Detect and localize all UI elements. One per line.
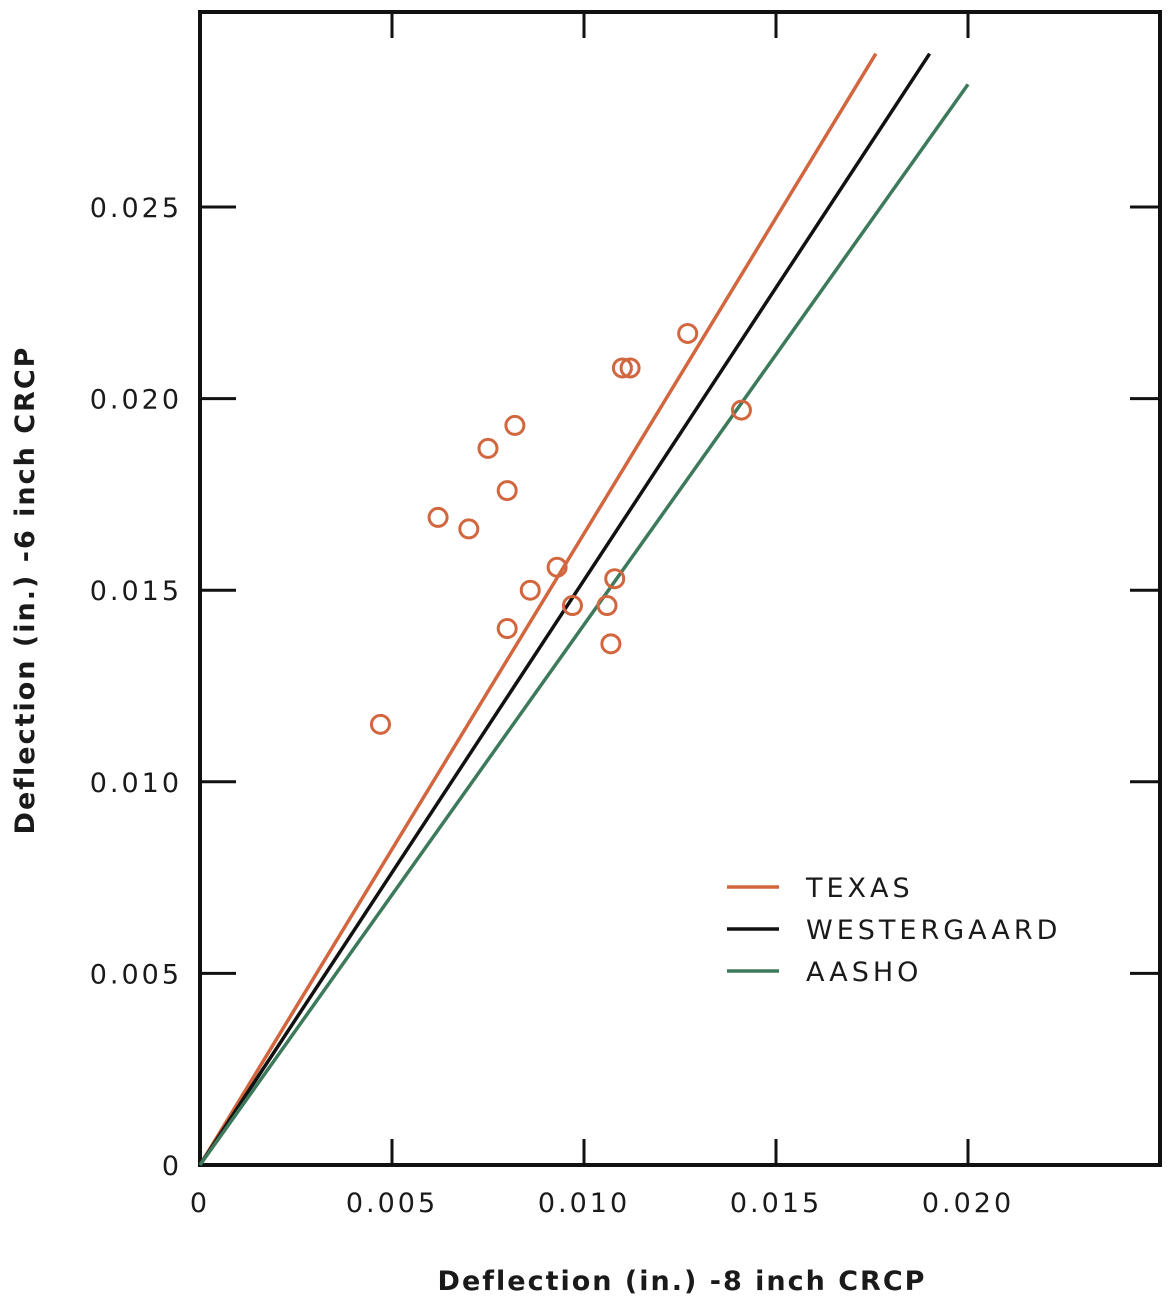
axis-ticks: [200, 12, 1160, 1165]
y-axis-title: Deflection (in.) -6 inch CRCP: [10, 346, 41, 835]
legend-label-aasho: AASHO: [806, 957, 922, 988]
data-point: [596, 595, 618, 617]
y-tick-label: 0: [162, 1151, 182, 1182]
x-tick-label: 0.005: [346, 1188, 438, 1219]
series-line-aasho: [198, 83, 970, 1167]
legend: TEXAS WESTERGAARD AASHO: [727, 873, 1061, 988]
x-axis-title: Deflection (in.) -8 inch CRCP: [438, 1266, 927, 1297]
data-point: [504, 414, 526, 436]
series-line-texas: [198, 52, 878, 1166]
y-tick-label: 0.015: [90, 576, 182, 607]
legend-label-westergaard: WESTERGAARD: [806, 915, 1061, 946]
x-tick-label: 0.010: [538, 1188, 630, 1219]
y-tick-label: 0.025: [90, 193, 182, 224]
legend-label-texas: TEXAS: [805, 873, 914, 904]
data-point: [496, 480, 518, 502]
data-points: [369, 322, 752, 735]
data-point: [369, 713, 391, 735]
data-point: [604, 568, 626, 590]
data-point: [496, 618, 518, 640]
data-point: [730, 399, 752, 421]
data-point: [427, 506, 449, 528]
series-lines: [198, 52, 970, 1167]
y-tick-label: 0.005: [90, 959, 182, 990]
data-point: [561, 595, 583, 617]
data-point: [619, 357, 641, 379]
data-point: [477, 437, 499, 459]
x-tick-label: 0.020: [922, 1188, 1014, 1219]
x-tick-label: 0.015: [730, 1188, 822, 1219]
data-point: [677, 322, 699, 344]
data-point: [600, 633, 622, 655]
data-point: [519, 579, 541, 601]
x-tick-labels: 0 0.005 0.010 0.015 0.020: [190, 1188, 1014, 1219]
data-point: [546, 556, 568, 578]
data-point: [611, 357, 633, 379]
plot-frame: [198, 10, 1162, 1167]
x-tick-label: 0: [190, 1188, 210, 1219]
y-tick-label: 0.010: [90, 768, 182, 799]
y-tick-labels: 0 0.005 0.010 0.015 0.020 0.025: [90, 193, 182, 1182]
y-tick-label: 0.020: [90, 385, 182, 416]
data-point: [458, 518, 480, 540]
